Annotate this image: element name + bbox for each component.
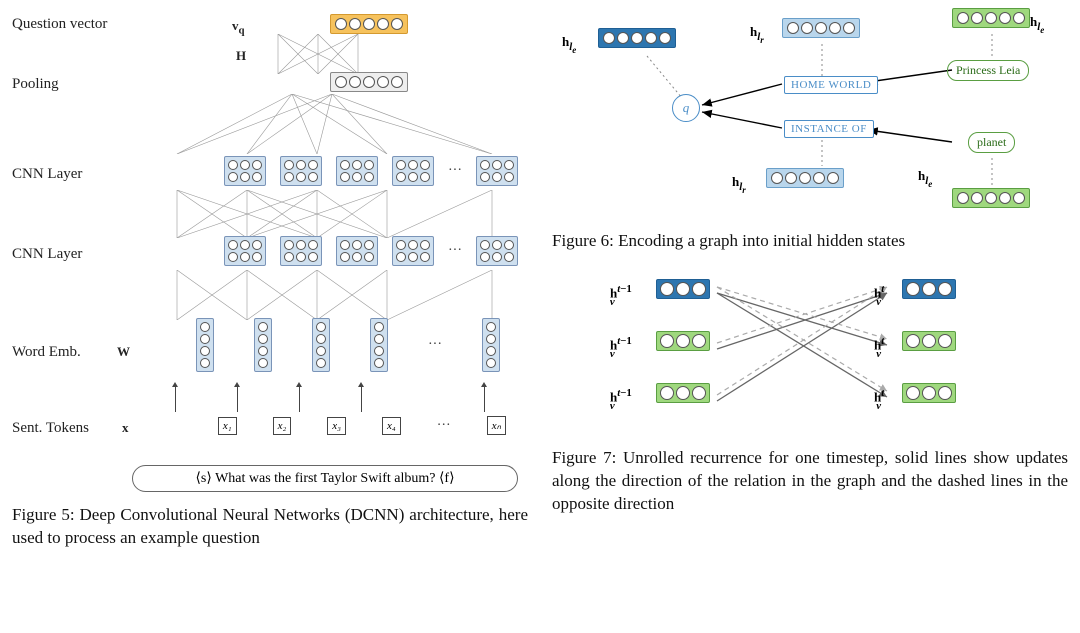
figure-7-diagram: ht−1v ht−1v ht−1v htv htv htv [552,267,1068,437]
relation-instance-of: INSTANCE OF [784,120,874,138]
arrow-up-icon [175,384,176,412]
cnn2-filter [392,236,434,266]
cnn1-filter [224,156,266,186]
cnn2-filter [336,236,378,266]
vec-hlr-top [782,18,860,38]
figure-6-diagram: hle hlr hle q HOME WORLD INSTANCE OF Pri… [552,8,1068,218]
entity-princess-leia: Princess Leia [947,60,1029,81]
tokens-row: x₁ x₂ x₃ x₄ ··· xₙ [218,416,506,435]
wires-H [268,34,378,74]
vec-left-0 [656,279,710,299]
pool-box [330,72,408,92]
vec-hlr-bot [766,168,844,188]
emb-col [312,318,330,372]
relation-home-world: HOME WORLD [784,76,878,94]
ellipsis: ··· [448,243,462,259]
figure-7-caption: Figure 7: Unrolled recurrence for one ti… [552,447,1068,516]
token: x₂ [273,417,292,435]
vec-right-2 [902,383,956,403]
sym-W: W [117,344,130,360]
vec-hle-green-top [952,8,1030,28]
sentence-capsule: ⟨s⟩ What was the first Taylor Swift albu… [132,465,518,492]
vec-left-1 [656,331,710,351]
q-node: q [672,94,700,122]
cnn1-filter [280,156,322,186]
question-vector-block [330,14,408,34]
cnn-layer-2: ··· [224,236,518,266]
emb-col [254,318,272,372]
label-hv: ht−1v [610,283,637,304]
label-hv: htv [874,283,889,304]
sym-H: H [236,48,246,64]
figure-6-caption: Figure 6: Encoding a graph into initial … [552,230,1068,253]
vec-right-1 [902,331,956,351]
token: x₄ [382,417,401,435]
vq-box [330,14,408,34]
label-tokens: Sent. Tokens [12,420,89,437]
label-hle: hle [562,34,576,55]
label-hlr: hlr [732,174,746,195]
figure-5-caption: Figure 5: Deep Convolutional Neural Netw… [12,504,528,550]
wires-pool-cnn1 [142,94,522,154]
arrow-up-icon [237,384,238,412]
ellipsis: ··· [437,418,451,434]
entity-planet: planet [968,132,1015,153]
token: x₁ [218,417,237,435]
figure-5-diagram: Question vector vq H Pooling [12,8,528,498]
pooling-block [330,72,408,92]
ellipsis: ··· [448,163,462,179]
sym-x: x [122,420,129,436]
word-emb-row: ··· [196,318,500,372]
vec-hle-blue [598,28,676,48]
label-hv: htv [874,387,889,408]
emb-col [196,318,214,372]
page: Question vector vq H Pooling [0,0,1080,633]
label-pooling: Pooling [12,76,59,93]
emb-col [482,318,500,372]
arrow-up-icon [484,384,485,412]
label-hlr: hlr [750,24,764,45]
vec-right-0 [902,279,956,299]
arrow-up-icon [299,384,300,412]
wires-cnn2-emb [142,270,522,320]
arrow-up-icon [361,384,362,412]
cnn1-filter [476,156,518,186]
label-hv: htv [874,335,889,356]
emb-col [370,318,388,372]
label-hle: hle [918,168,932,189]
token: x₃ [327,417,346,435]
label-hv: ht−1v [610,335,637,356]
cnn1-filter [336,156,378,186]
vec-hle-green-bot [952,188,1030,208]
cnn-layer-1: ··· [224,156,518,186]
token: xₙ [487,416,506,435]
label-cnn1: CNN Layer [12,166,82,183]
sym-vq: vq [232,18,245,37]
vec-left-2 [656,383,710,403]
label-hv: ht−1v [610,387,637,408]
right-column: hle hlr hle q HOME WORLD INSTANCE OF Pri… [540,0,1080,633]
label-hle: hle [1030,14,1044,35]
cnn2-filter [476,236,518,266]
label-wemb: Word Emb. [12,344,81,361]
label-cnn2: CNN Layer [12,246,82,263]
left-column: Question vector vq H Pooling [0,0,540,633]
ellipsis: ··· [428,337,442,353]
wires-cnn12 [142,190,522,238]
cnn2-filter [280,236,322,266]
cnn1-filter [392,156,434,186]
cnn2-filter [224,236,266,266]
label-question-vector: Question vector [12,16,107,33]
